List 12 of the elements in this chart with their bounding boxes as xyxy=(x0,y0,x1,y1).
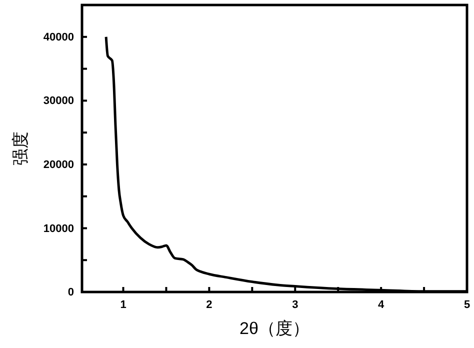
x-tick-label: 4 xyxy=(378,298,385,311)
y-tick-label: 20000 xyxy=(43,158,74,171)
x-axis-title: 2θ（度） xyxy=(240,319,310,338)
y-axis-title: 强度 xyxy=(11,132,30,166)
y-tick-label: 10000 xyxy=(43,222,74,235)
x-tick-label: 5 xyxy=(464,298,470,311)
y-tick-label: 0 xyxy=(68,286,74,299)
y-tick-label: 30000 xyxy=(43,95,74,108)
y-tick-label: 40000 xyxy=(43,31,74,44)
x-tick-label: 1 xyxy=(120,298,126,311)
x-tick-label: 3 xyxy=(292,298,298,311)
x-tick-label: 2 xyxy=(206,298,212,311)
